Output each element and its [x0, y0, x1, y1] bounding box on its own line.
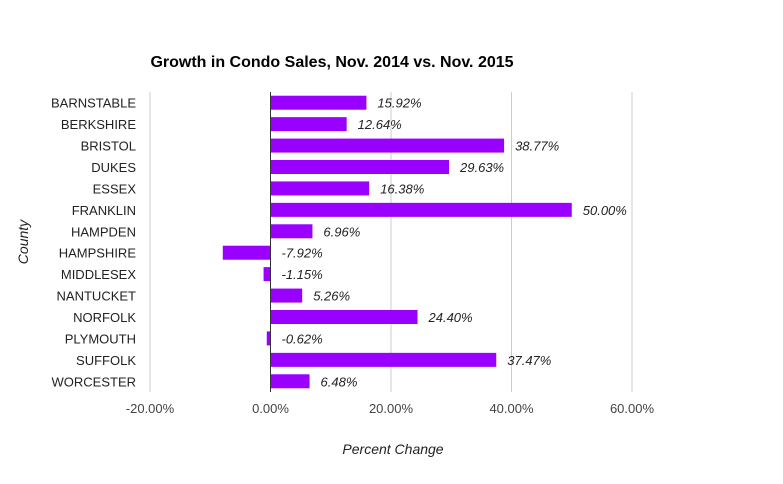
data-label: 16.38%: [380, 181, 424, 196]
category-label: HAMPSHIRE: [59, 246, 137, 261]
bar: [270, 117, 347, 132]
data-label: 5.26%: [313, 289, 350, 304]
bar: [270, 202, 572, 217]
data-label: 6.48%: [321, 374, 358, 389]
data-label: -0.62%: [282, 331, 323, 346]
bar: [270, 181, 370, 196]
x-tick-label: 60.00%: [610, 401, 655, 416]
x-tick-labels: -20.00% 0.00% 20.00% 40.00% 60.00%: [126, 401, 655, 416]
bar: [270, 160, 450, 174]
category-label: WORCESTER: [52, 374, 137, 389]
data-label: 15.92%: [377, 96, 421, 111]
bar: [270, 138, 505, 153]
category-label: BERKSHIRE: [61, 117, 136, 132]
y-axis-label: County: [15, 219, 31, 264]
bar: [270, 95, 367, 110]
category-label: BRISTOL: [81, 139, 136, 154]
category-label: MIDDLESEX: [61, 267, 136, 282]
x-tick-label: 40.00%: [489, 401, 534, 416]
x-tick-label: -20.00%: [126, 401, 175, 416]
bar: [270, 352, 497, 367]
category-label: PLYMOUTH: [65, 331, 136, 346]
data-label: -7.92%: [282, 246, 323, 261]
data-label: 29.63%: [459, 160, 504, 175]
data-label: 6.96%: [323, 224, 360, 239]
data-label: 38.77%: [515, 139, 559, 154]
chart-title: Growth in Condo Sales, Nov. 2014 vs. Nov…: [150, 54, 513, 71]
bar: [270, 374, 310, 389]
category-label: SUFFOLK: [76, 353, 136, 368]
category-labels: BARNSTABLE BERKSHIRE BRISTOL DUKES ESSEX FRAN…: [51, 96, 136, 390]
data-labels: 15.92% 12.64% 38.77% 29.63% 16.38% 50.00% 6.96…: [282, 96, 627, 390]
x-tick-label: 0.00%: [252, 401, 289, 416]
category-label: BARNSTABLE: [51, 96, 136, 111]
bar: [270, 288, 303, 303]
x-tick-label: 20.00%: [369, 401, 414, 416]
category-label: NANTUCKET: [57, 289, 137, 304]
category-label: NORFOLK: [73, 310, 136, 325]
data-label: 50.00%: [583, 203, 627, 218]
bar: [266, 331, 271, 346]
category-label: DUKES: [91, 160, 136, 175]
bars: [222, 95, 572, 389]
category-label: ESSEX: [93, 181, 137, 196]
data-label: -1.15%: [282, 267, 323, 282]
bar: [270, 310, 418, 324]
x-axis-label: Percent Change: [342, 441, 443, 457]
category-label: HAMPDEN: [71, 224, 136, 239]
data-label: 24.40%: [428, 310, 473, 325]
bar: [270, 224, 313, 239]
category-label: FRANKLIN: [72, 203, 136, 218]
data-label: 12.64%: [358, 117, 402, 132]
data-label: 37.47%: [507, 353, 551, 368]
bar: [222, 245, 271, 260]
bar: [263, 267, 271, 282]
gridlines: [149, 92, 633, 392]
